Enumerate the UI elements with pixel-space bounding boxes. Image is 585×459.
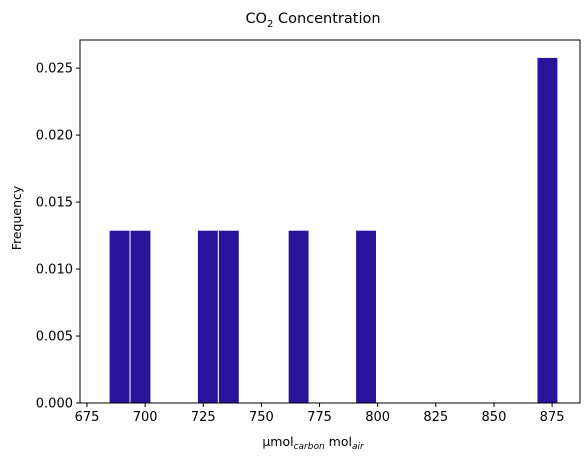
x-axis-ticks: 675 700 725 750 775 800 825 850 875	[75, 403, 565, 425]
histogram-bar-1	[108, 229, 131, 404]
x-tick-label: 725	[191, 410, 216, 425]
chart-title-subscript: 2	[267, 19, 273, 30]
plot-frame	[79, 39, 581, 404]
y-tick-label: 0.000	[36, 397, 73, 412]
y-tick-label: 0.010	[36, 263, 73, 278]
x-axis-label-sub-air: air	[352, 442, 365, 452]
bars-layer	[108, 56, 559, 404]
x-tick-label: 875	[540, 410, 565, 425]
histogram-bar-6	[355, 229, 378, 404]
chart-title-main: CO	[245, 11, 267, 27]
histogram-bar-4	[217, 229, 240, 404]
x-tick-label: 675	[75, 410, 100, 425]
y-tick-label: 0.025	[36, 62, 73, 77]
x-axis-label-mid: mol	[325, 434, 352, 449]
y-tick-label: 0.020	[36, 129, 73, 144]
x-tick-label: 700	[133, 410, 158, 425]
y-tick-label: 0.015	[36, 196, 73, 211]
chart-title: CO2 Concentration	[245, 11, 380, 30]
x-tick-label: 825	[423, 410, 448, 425]
y-axis-ticks: 0.000 0.005 0.010 0.015 0.020 0.025	[36, 62, 80, 412]
x-tick-label: 775	[307, 410, 332, 425]
histogram-bar-7	[536, 56, 559, 404]
y-tick-label: 0.005	[36, 330, 73, 345]
chart-title-rest: Concentration	[273, 11, 380, 27]
histogram-bar-2	[129, 229, 152, 404]
x-axis-label: μmolcarbon molair	[262, 434, 365, 452]
x-tick-label: 850	[482, 410, 507, 425]
y-axis-label: Frequency	[9, 185, 24, 250]
histogram-bar-3	[196, 229, 219, 404]
histogram-bar-5	[287, 229, 310, 404]
x-axis-label-main: μmol	[262, 434, 293, 449]
x-tick-label: 750	[249, 410, 274, 425]
x-axis-label-sub-carbon: carbon	[294, 442, 325, 452]
x-tick-label: 800	[365, 410, 390, 425]
